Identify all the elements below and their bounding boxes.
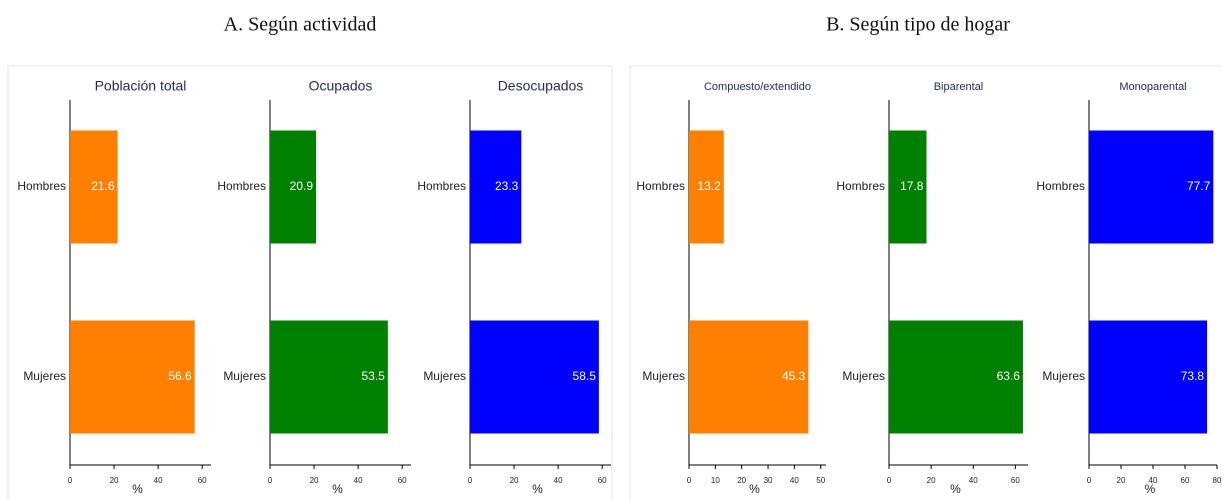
subplot-title: Desocupados	[498, 78, 584, 94]
bar	[470, 320, 599, 434]
value-label: 73.8	[1181, 369, 1205, 383]
value-label: 17.8	[900, 179, 924, 193]
value-label: 21.6	[91, 179, 115, 193]
x-tick-label: 40	[1149, 476, 1158, 485]
x-tick-label: 20	[110, 476, 119, 485]
y-tick-label: Hombres	[1036, 179, 1085, 193]
bar	[70, 130, 118, 244]
y-tick-label: Hombres	[217, 179, 266, 193]
x-axis-label: %	[332, 482, 343, 496]
value-label: 45.3	[782, 369, 806, 383]
x-tick-label: 50	[816, 476, 825, 485]
x-axis-label: %	[1145, 482, 1156, 496]
x-tick-label: 60	[198, 476, 207, 485]
x-tick-label: 0	[468, 476, 473, 485]
subplot-title: Biparental	[934, 81, 984, 93]
x-tick-label: 40	[969, 476, 978, 485]
bar	[470, 130, 522, 244]
panel-heading: A. Según actividad	[224, 14, 377, 36]
panel-heading: B. Según tipo de hogar	[826, 14, 1010, 36]
x-tick-label: 20	[737, 476, 746, 485]
x-tick-label: 20	[510, 476, 519, 485]
panel-frame	[7, 65, 613, 501]
bar	[889, 130, 927, 244]
x-axis-label: %	[950, 482, 961, 496]
bar	[689, 320, 809, 434]
x-tick-label: 20	[1117, 476, 1126, 485]
bar	[70, 320, 195, 434]
y-tick-label: Hombres	[636, 179, 685, 193]
y-tick-label: Mujeres	[23, 369, 66, 383]
y-tick-label: Mujeres	[1042, 369, 1085, 383]
x-tick-label: 30	[764, 476, 773, 485]
bar	[1089, 130, 1214, 244]
x-tick-label: 40	[554, 476, 563, 485]
bar	[689, 130, 724, 244]
x-tick-label: 40	[354, 476, 363, 485]
x-tick-label: 40	[790, 476, 799, 485]
bar	[270, 130, 317, 244]
y-tick-label: Hombres	[836, 179, 885, 193]
y-tick-label: Mujeres	[842, 369, 885, 383]
subplot-title: Compuesto/extendido	[704, 81, 811, 93]
x-tick-label: 40	[154, 476, 163, 485]
x-axis-label: %	[749, 482, 760, 496]
y-tick-label: Hombres	[17, 179, 66, 193]
x-tick-label: 10	[711, 476, 720, 485]
value-label: 53.5	[362, 369, 386, 383]
x-tick-label: 0	[687, 476, 692, 485]
x-axis-label: %	[532, 482, 543, 496]
x-tick-label: 20	[927, 476, 936, 485]
x-tick-label: 60	[1181, 476, 1190, 485]
y-tick-label: Mujeres	[642, 369, 685, 383]
x-tick-label: 60	[598, 476, 607, 485]
x-tick-label: 20	[310, 476, 319, 485]
x-tick-label: 0	[887, 476, 892, 485]
y-tick-label: Mujeres	[223, 369, 266, 383]
x-axis-label: %	[132, 482, 143, 496]
x-tick-label: 60	[1011, 476, 1020, 485]
bar	[270, 320, 388, 434]
panel-frame	[629, 65, 1222, 501]
x-tick-label: 0	[68, 476, 73, 485]
y-tick-label: Hombres	[417, 179, 466, 193]
value-label: 77.7	[1187, 179, 1211, 193]
x-tick-label: 0	[1087, 476, 1092, 485]
x-tick-label: 60	[398, 476, 407, 485]
value-label: 63.6	[997, 369, 1021, 383]
value-label: 23.3	[495, 179, 519, 193]
value-label: 13.2	[697, 179, 721, 193]
bar	[1089, 320, 1208, 434]
x-tick-label: 80	[1213, 476, 1222, 485]
value-label: 58.5	[573, 369, 597, 383]
subplot-title: Monoparental	[1119, 81, 1186, 93]
subplot-title: Población total	[95, 78, 187, 94]
bar	[889, 320, 1023, 434]
value-label: 20.9	[290, 179, 314, 193]
subplot-title: Ocupados	[309, 78, 373, 94]
x-tick-label: 0	[268, 476, 273, 485]
value-label: 56.6	[168, 369, 192, 383]
y-tick-label: Mujeres	[423, 369, 466, 383]
